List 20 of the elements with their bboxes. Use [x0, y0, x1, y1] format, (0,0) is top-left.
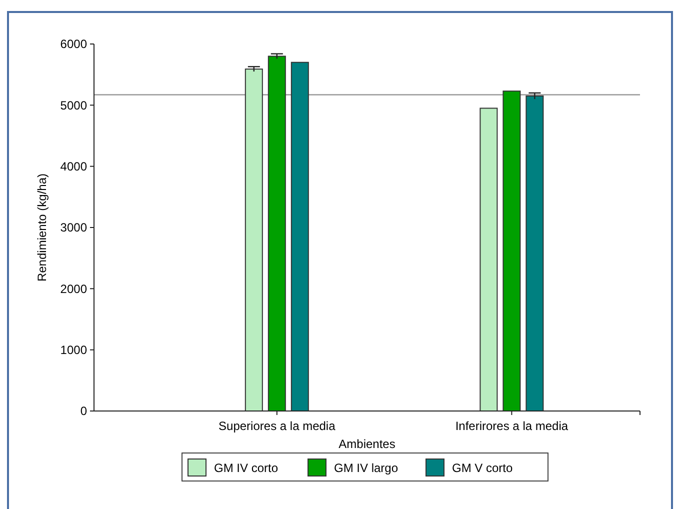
bar — [244, 68, 263, 412]
bar — [268, 56, 286, 412]
bar — [526, 95, 544, 412]
bar — [480, 108, 498, 412]
y-tick-label: 6000 — [60, 37, 88, 52]
x-axis-title: Ambientes — [338, 437, 396, 451]
legend-label: GM V corto — [452, 461, 514, 476]
y-tick-label: 4000 — [60, 160, 88, 174]
legend-label: GM IV corto — [214, 461, 278, 476]
x-tick-label: Inferirores a la media — [455, 419, 568, 433]
y-tick-label: 2000 — [60, 282, 88, 296]
legend-label: GM IV largo — [334, 461, 398, 476]
y-tick-label: 1000 — [60, 343, 88, 358]
x-tick-label: Superiores a la media — [218, 419, 336, 433]
y-tick-label: 5000 — [60, 98, 88, 112]
y-axis-title: Rendimiento (kg/ha) — [35, 173, 49, 282]
y-tick-label: 0 — [80, 404, 88, 418]
y-tick-label: 3000 — [60, 220, 88, 235]
bar — [290, 62, 309, 412]
bar — [502, 90, 521, 412]
